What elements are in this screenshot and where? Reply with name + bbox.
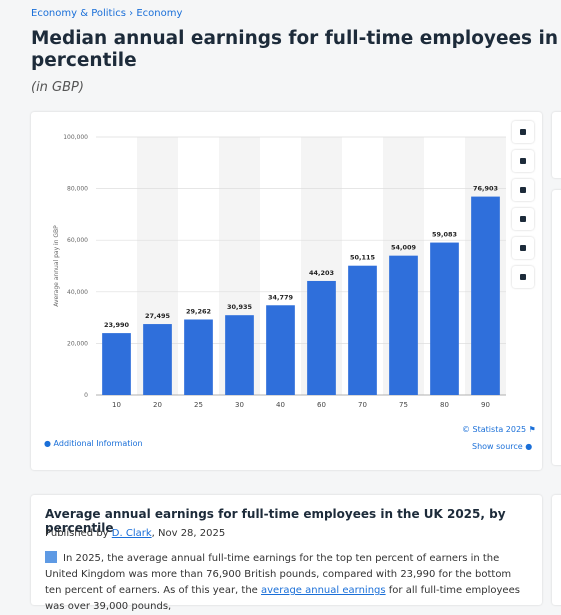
y-tick-label: 100,000: [63, 134, 88, 141]
value-label: 23,990: [104, 321, 130, 329]
title-line2: percentile: [31, 50, 137, 71]
side-card: [552, 190, 561, 465]
bar: [225, 315, 254, 395]
value-label: 29,262: [186, 308, 211, 316]
y-tick-label: 0: [84, 392, 88, 399]
y-tick-label: 20,000: [67, 340, 88, 347]
subtitle: (in GBP): [31, 80, 84, 95]
share-button[interactable]: [512, 208, 534, 230]
value-label: 34,779: [268, 293, 294, 301]
published: Published by D. Clark, Nov 28, 2025: [45, 528, 225, 539]
value-label: 59,083: [432, 231, 457, 239]
x-tick-label: 10: [112, 401, 121, 409]
x-tick-label: 80: [440, 401, 449, 409]
chart: 0 20,000 40,000 60,000 80,000 100,000 Average …: [53, 134, 506, 409]
bar: [307, 280, 336, 395]
bar: [471, 196, 500, 395]
value-label: 50,115: [350, 254, 376, 262]
text-card: [31, 495, 542, 605]
additional-info-text: Additional Information: [53, 439, 143, 448]
link[interactable]: average annual earnings: [261, 585, 386, 596]
bar: [266, 305, 295, 395]
title: Median annual earnings for full-time emp…: [31, 28, 561, 49]
value-label: 27,495: [145, 312, 171, 320]
crumb-link[interactable]: Economy: [136, 8, 183, 19]
page: {"breadcrumb":["Economy & Politics","Eco…: [31, 8, 561, 612]
bar: [389, 255, 418, 395]
bar: [430, 242, 459, 395]
x-tick-label: 70: [358, 401, 367, 409]
bar: [102, 333, 131, 395]
text: In 2025, the average annual full-time ea…: [45, 553, 512, 596]
copyright-text: © Statista 2025: [462, 425, 527, 434]
bar: [348, 265, 377, 395]
print-button[interactable]: [512, 266, 534, 288]
author-link[interactable]: D. Clark: [111, 528, 152, 539]
y-tick-label: 40,000: [67, 289, 88, 296]
copyright: © Statista 2025 ⚑: [462, 425, 536, 434]
paragraph: In 2025, the average annual full-time ea…: [45, 551, 525, 615]
cite-button[interactable]: [512, 237, 534, 259]
side-card: [552, 112, 561, 178]
value-label: 54,009: [391, 244, 417, 252]
x-tick-label: 30: [235, 401, 244, 409]
x-tick-label: 60: [317, 401, 326, 409]
crumb-link[interactable]: Economy & Politics: [31, 8, 126, 19]
y-axis-label: Average annual pay in GBP: [53, 225, 60, 307]
y-tick-label: 80,000: [67, 186, 88, 193]
x-tick-label: 40: [276, 401, 285, 409]
bar: [143, 324, 172, 395]
value-label: 30,935: [227, 303, 253, 311]
y-tick-label: 60,000: [67, 237, 88, 244]
value-label: 44,203: [309, 269, 334, 277]
additional-info[interactable]: ● Additional Information: [44, 439, 143, 448]
breadcrumb: Economy & Politics › Economy: [31, 8, 182, 19]
x-tick-label: 75: [399, 401, 408, 409]
x-tick-label: 90: [481, 401, 490, 409]
show-source[interactable]: Show source ●: [472, 442, 533, 451]
x-tick-label: 20: [153, 401, 162, 409]
x-tick-label: 25: [194, 401, 203, 409]
crumb-separator: ›: [129, 8, 134, 19]
card-title: Average annual earnings for full-time em…: [45, 507, 506, 535]
favorite-button[interactable]: [512, 121, 534, 143]
date: , Nov 28, 2025: [151, 528, 226, 539]
alert-button[interactable]: [512, 150, 534, 172]
side-card: [552, 495, 561, 605]
chart-icon: [45, 551, 57, 563]
published-prefix: Published by: [45, 528, 109, 539]
settings-button[interactable]: [512, 179, 534, 201]
show-source-text: Show source: [472, 442, 523, 451]
bar: [184, 319, 213, 395]
value-label: 76,903: [473, 185, 498, 193]
